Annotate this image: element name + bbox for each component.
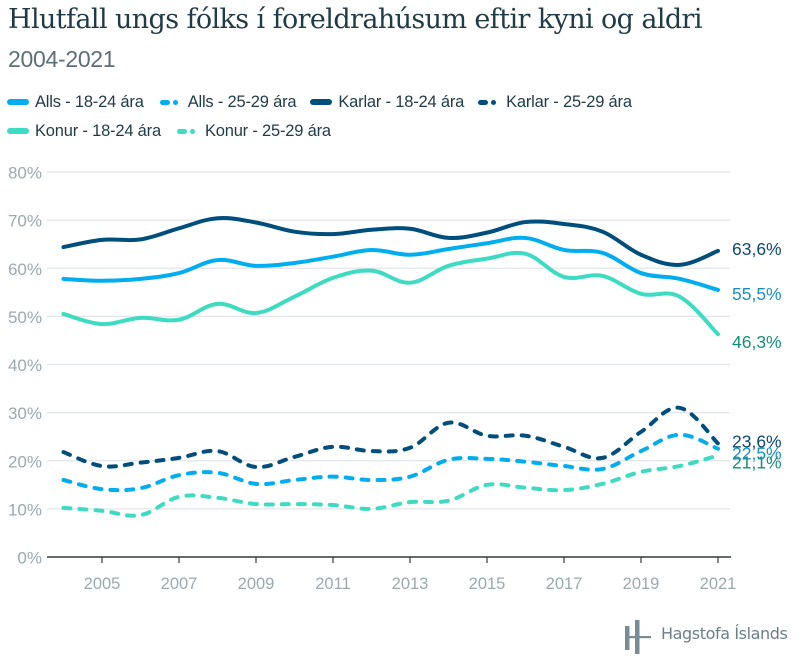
brand-name: Hagstofa Íslands bbox=[661, 624, 788, 643]
legend-label: Konur - 18-24 ára bbox=[35, 121, 161, 140]
end-value-label: 63,6% bbox=[732, 239, 782, 259]
y-tick-label: 0% bbox=[17, 549, 42, 568]
x-tick-label: 2007 bbox=[161, 575, 198, 593]
hagstofa-logo-icon bbox=[625, 620, 651, 654]
series-line-alls-18-24-ra[interactable] bbox=[61, 235, 720, 292]
y-axis: 0% 10% 20% 30% 40% 50% 60% 70% 80% bbox=[8, 164, 42, 568]
legend-label: Alls - 18-24 ára bbox=[35, 92, 144, 111]
end-value-label: 46,3% bbox=[732, 332, 782, 352]
legend-swatch-dashed-icon bbox=[478, 99, 500, 105]
y-tick-label: 50% bbox=[8, 308, 42, 327]
legend-swatch-dashed-icon bbox=[176, 128, 199, 134]
series-line-karlar-25-29-ra[interactable] bbox=[61, 405, 720, 470]
legend-item-konur-18-24[interactable]: Konur - 18-24 ára bbox=[7, 122, 161, 141]
legend-row-2: Konur - 18-24 ára Konur - 25-29 ára bbox=[7, 119, 341, 143]
legend-item-alls-25-29[interactable]: Alls - 25-29 ára bbox=[159, 92, 297, 112]
y-tick-label: 80% bbox=[8, 164, 42, 183]
end-value-label: 22,5% bbox=[732, 444, 782, 464]
legend-label: Karlar - 18-24 ára bbox=[338, 92, 465, 111]
series-line-alls-25-29-ra[interactable] bbox=[61, 432, 720, 493]
series-lines bbox=[61, 215, 720, 518]
legend-label: Konur - 25-29 ára bbox=[204, 121, 331, 140]
legend-item-karlar-18-24[interactable]: Karlar - 18-24 ára bbox=[310, 93, 464, 112]
legend-swatch-solid-icon bbox=[310, 99, 333, 105]
legend-item-karlar-25-29[interactable]: Karlar - 25-29 ára bbox=[478, 93, 632, 112]
x-tick-label: 2005 bbox=[84, 575, 121, 593]
legend-label: Karlar - 25-29 ára bbox=[506, 92, 632, 111]
legend-item-alls-18-24[interactable]: Alls - 18-24 ára bbox=[7, 93, 144, 112]
legend-label: Alls - 25-29 ára bbox=[187, 92, 297, 111]
x-tick-label: 2021 bbox=[700, 575, 737, 593]
x-tick-label: 2015 bbox=[469, 575, 506, 593]
chart-subtitle: 2004-2021 bbox=[8, 46, 116, 72]
end-value-label: 55,5% bbox=[732, 284, 782, 304]
legend-row-1: Alls - 18-24 ára Alls - 25-29 ára Karlar… bbox=[7, 90, 642, 114]
end-value-label: 21,1% bbox=[732, 452, 782, 472]
end-value-label: 23,6% bbox=[732, 431, 782, 451]
legend-swatch-solid-icon bbox=[7, 99, 29, 105]
legend-item-konur-25-29[interactable]: Konur - 25-29 ára bbox=[176, 121, 331, 141]
chart-title: Hlutfall ungs fólks í foreldrahúsum efti… bbox=[8, 4, 702, 35]
series-line-konur-25-29-ra[interactable] bbox=[61, 453, 720, 518]
x-tick-label: 2013 bbox=[392, 575, 429, 593]
series-line-konur-18-24-ra[interactable] bbox=[61, 250, 720, 337]
y-tick-label: 40% bbox=[8, 356, 42, 375]
x-tick-label: 2017 bbox=[546, 575, 583, 593]
x-tick-label: 2009 bbox=[238, 575, 275, 593]
end-labels: 55,5% 22,5% 63,6% 23,6% 46,3% 21,1% bbox=[732, 239, 782, 473]
series-line-karlar-18-24-ra[interactable] bbox=[61, 215, 720, 267]
legend-swatch-solid-icon bbox=[7, 128, 29, 134]
legend-swatch-dashed-icon bbox=[159, 99, 182, 105]
y-tick-label: 60% bbox=[8, 260, 42, 279]
y-tick-label: 10% bbox=[8, 500, 42, 519]
x-axis: 2005 2007 2009 2011 2013 2015 2017 2019 2021 bbox=[47, 556, 737, 593]
x-tick-label: 2019 bbox=[623, 575, 660, 593]
y-tick-label: 70% bbox=[8, 212, 42, 231]
x-tick-label: 2011 bbox=[315, 575, 350, 593]
y-tick-label: 30% bbox=[8, 404, 42, 423]
y-tick-label: 20% bbox=[8, 452, 42, 471]
